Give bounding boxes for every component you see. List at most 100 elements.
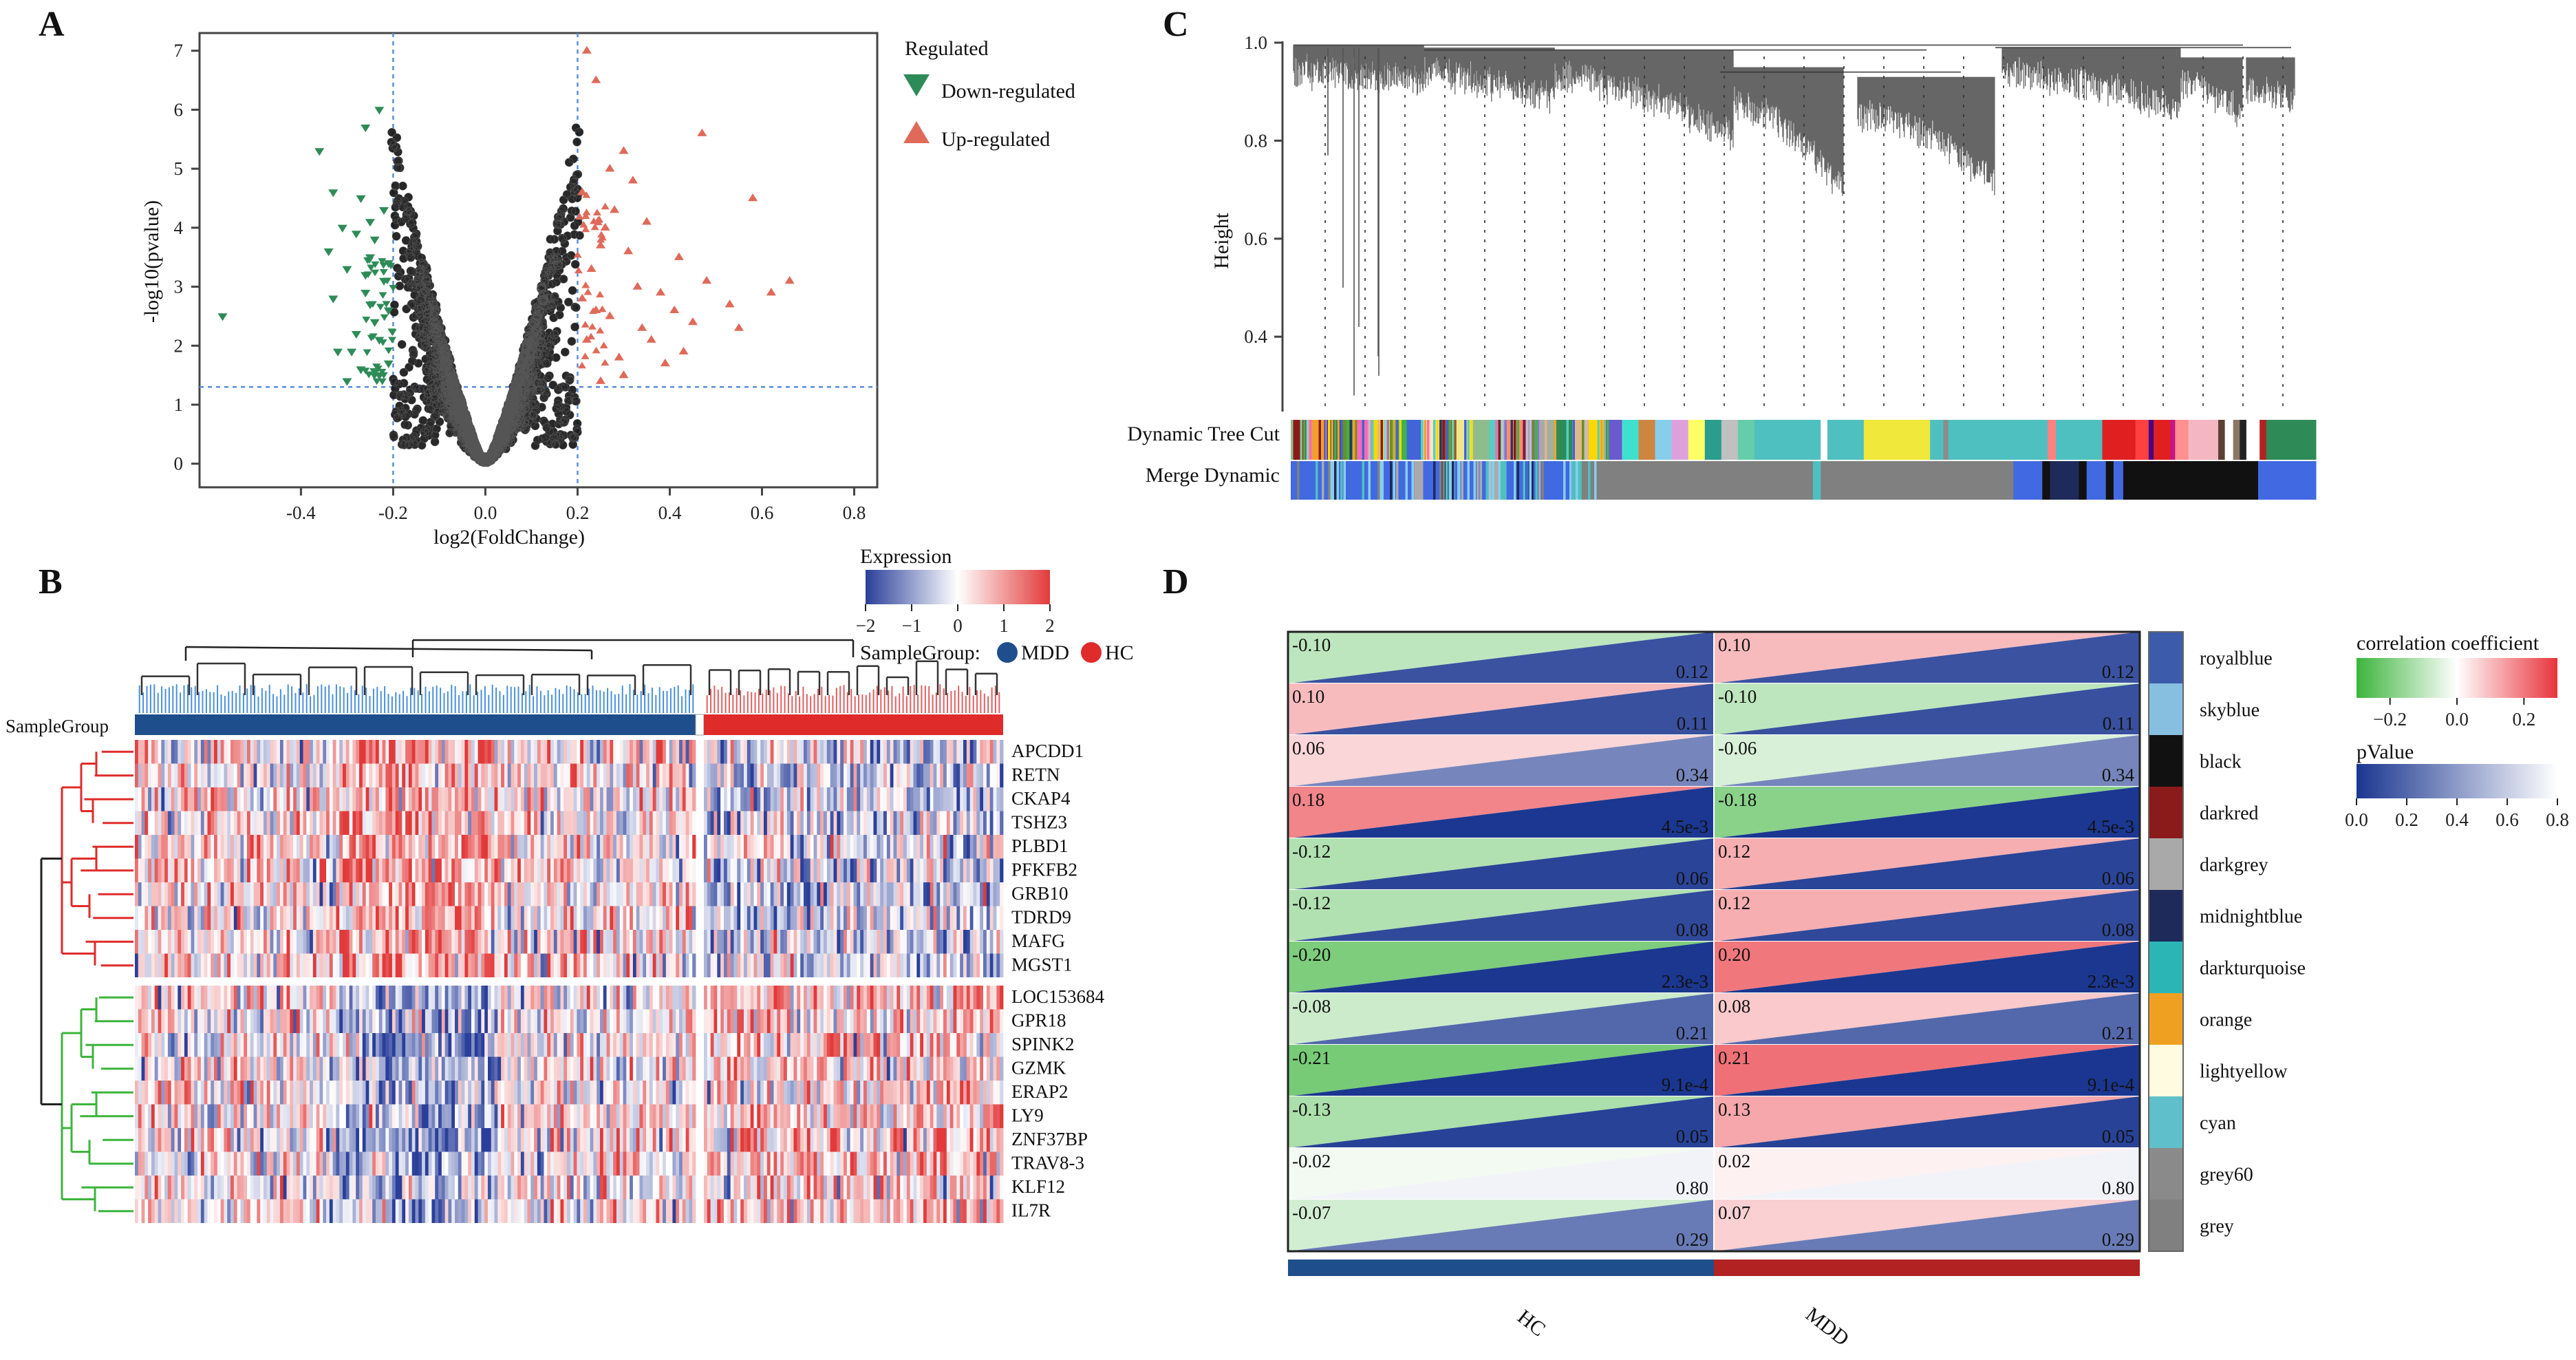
heatmap-cell — [853, 1128, 857, 1152]
heatmap-cell — [747, 1033, 751, 1057]
heatmap-cell — [837, 1104, 841, 1128]
heatmap-cell — [471, 763, 475, 787]
heatmap-cell — [474, 930, 478, 954]
heatmap-cell — [740, 1056, 744, 1081]
heatmap-cell — [220, 1176, 224, 1200]
heatmap-cell — [214, 1033, 218, 1057]
heatmap-cell — [949, 740, 954, 764]
heatmap-cell — [946, 740, 951, 764]
heatmap-cell — [194, 930, 198, 954]
heatmap-cell — [220, 930, 224, 954]
heatmap-cell — [730, 740, 734, 764]
heatmap-cell — [154, 1033, 158, 1057]
heatmap-cell — [750, 1128, 754, 1152]
heatmap-cell — [257, 1056, 261, 1081]
heatmap-cell — [527, 1009, 531, 1033]
heatmap-cell — [646, 763, 650, 787]
heatmap-cell — [877, 1056, 881, 1081]
heatmap-cell — [507, 1081, 511, 1105]
heatmap-cell — [491, 1056, 495, 1081]
heatmap-cell — [375, 858, 380, 882]
heatmap-cell — [570, 1128, 575, 1152]
down-regulated-point — [376, 304, 385, 311]
heatmap-cell — [273, 858, 277, 882]
heatmap-cell — [900, 882, 904, 906]
heatmap-cell — [953, 1009, 957, 1033]
heatmap-cell — [797, 986, 801, 1010]
heatmap-cell — [989, 953, 994, 977]
heatmap-cell — [200, 1033, 205, 1057]
heatmap-cell — [263, 1176, 268, 1200]
heatmap-cell — [411, 953, 416, 977]
heatmap-cell — [511, 1033, 515, 1057]
heatmap-cell — [603, 882, 607, 906]
heatmap-cell — [438, 1009, 442, 1033]
heatmap-cell — [161, 740, 165, 764]
heatmap-cell — [800, 835, 804, 859]
heatmap-cell — [415, 882, 419, 906]
heatmap-cell — [326, 763, 330, 787]
heatmap-cell — [428, 1056, 432, 1081]
heatmap-cell — [391, 1151, 396, 1176]
heatmap-cell — [504, 740, 508, 764]
heatmap-cell — [682, 811, 687, 835]
heatmap-cell — [926, 740, 931, 764]
heatmap-cell — [352, 930, 356, 954]
heatmap-cell — [204, 930, 208, 954]
heatmap-cell — [319, 835, 323, 859]
heatmap-cell — [408, 787, 413, 811]
heatmap-cell — [613, 986, 617, 1010]
heatmap-cell — [520, 858, 525, 882]
heatmap-cell — [790, 1056, 794, 1081]
heatmap-cell — [332, 906, 336, 930]
heatmap-cell — [956, 858, 960, 882]
heatmap-cell — [148, 1104, 152, 1128]
heatmap-cell — [477, 740, 482, 764]
heatmap-cell — [817, 763, 821, 787]
heatmap-cell — [511, 1056, 515, 1081]
heatmap-cell — [524, 1009, 528, 1033]
heatmap-cell — [897, 1009, 901, 1033]
heatmap-cell — [960, 1056, 964, 1081]
heatmap-cell — [200, 906, 205, 930]
heatmap-cell — [553, 1081, 558, 1105]
heatmap-cell — [940, 882, 944, 906]
heatmap-cell — [753, 858, 758, 882]
heatmap-cell — [740, 1128, 744, 1152]
heatmap-cell — [630, 1056, 634, 1081]
heatmap-cell — [750, 986, 754, 1010]
heatmap-cell — [840, 953, 844, 977]
heatmap-cell — [870, 1033, 874, 1057]
heatmap-cell — [237, 1176, 241, 1200]
heatmap-cell — [233, 930, 238, 954]
heatmap-cell — [903, 811, 908, 835]
heatmap-cell — [504, 858, 508, 882]
heatmap-cell — [853, 1081, 857, 1105]
heatmap-cell — [422, 1081, 426, 1105]
heatmap-cell — [989, 1056, 994, 1081]
heatmap-cell — [897, 1056, 901, 1081]
heatmap-cell — [247, 835, 251, 859]
heatmap-cell — [299, 1033, 303, 1057]
heatmap-cell — [790, 953, 794, 977]
heatmap-cell — [820, 906, 824, 930]
heatmap-cell — [197, 882, 202, 906]
heatmap-cell — [260, 835, 264, 859]
heatmap-cell — [877, 986, 881, 1010]
heatmap-cell — [564, 1056, 568, 1081]
heatmap-cell — [339, 811, 343, 835]
heatmap-cell — [349, 811, 353, 835]
heatmap-cell — [623, 858, 627, 882]
heatmap-cell — [273, 882, 277, 906]
heatmap-cell — [560, 740, 564, 764]
heatmap-cell — [793, 1104, 797, 1128]
heatmap-cell — [319, 1009, 323, 1033]
heatmap-cell — [191, 930, 195, 954]
heatmap-cell — [750, 835, 754, 859]
heatmap-cell — [946, 1009, 951, 1033]
heatmap-cell — [425, 787, 429, 811]
heatmap-cell — [710, 1128, 714, 1152]
heatmap-cell — [806, 986, 811, 1010]
heatmap-cell — [920, 953, 924, 977]
heatmap-cell — [398, 953, 402, 977]
